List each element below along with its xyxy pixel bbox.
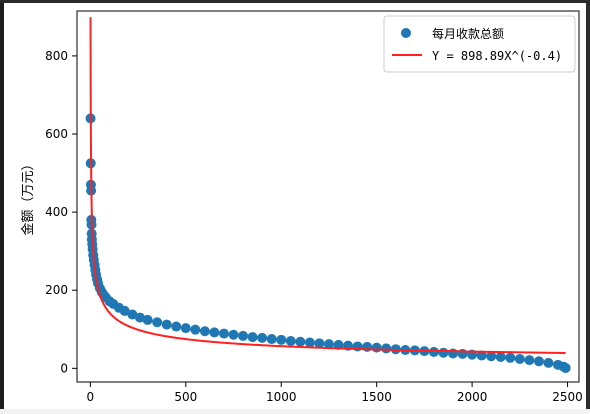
x-tick-label: 2500: [552, 390, 583, 404]
scatter-point: [476, 350, 487, 361]
y-tick-label: 800: [45, 49, 68, 63]
scatter-point: [486, 351, 497, 362]
scatter-point: [199, 326, 210, 337]
scatter-point: [257, 332, 268, 343]
legend-box: [383, 15, 576, 73]
legend-label-fit: Y = 898.89X^(-0.4): [432, 49, 562, 63]
scatter-point: [371, 342, 382, 353]
scatter-point: [381, 343, 392, 354]
scatter-point: [448, 348, 459, 359]
scatter-point: [323, 339, 334, 350]
scatter-point: [560, 362, 571, 373]
scatter-point: [218, 328, 229, 339]
scatter-point: [362, 341, 373, 352]
frame-edge-right: [586, 0, 590, 414]
y-tick-label: 200: [45, 283, 68, 297]
scatter-point: [152, 317, 163, 328]
y-tick-label: 0: [60, 361, 68, 375]
frame-edge-left: [0, 0, 4, 414]
frame-edge-bottom: [0, 409, 590, 414]
scatter-point: [304, 337, 315, 348]
scatter-point: [495, 352, 506, 363]
scatter-point: [190, 324, 201, 335]
scatter-point: [533, 356, 544, 367]
scatter-point: [180, 323, 191, 334]
scatter-point: [524, 355, 535, 366]
scatter-point: [161, 319, 172, 330]
scatter-point: [266, 334, 277, 345]
scatter-point: [276, 334, 287, 345]
x-tick-label: 0: [87, 390, 95, 404]
scatter-point: [119, 305, 130, 316]
scatter-point: [428, 346, 439, 357]
scatter-point: [134, 312, 145, 323]
legend-marker-scatter: [401, 28, 411, 38]
scatter-point: [228, 329, 239, 340]
scatter-point: [209, 327, 220, 338]
x-tick-label: 1500: [361, 390, 392, 404]
frame-edge-top: [0, 0, 590, 3]
scatter-point: [514, 353, 525, 364]
scatter-point: [142, 314, 153, 325]
x-tick-label: 500: [174, 390, 197, 404]
scatter-point: [127, 309, 138, 320]
x-tick-label: 2000: [457, 390, 488, 404]
y-axis-label: 金额（万元）: [20, 157, 36, 235]
scatter-point: [238, 330, 249, 341]
fit-curve-line: [89, 17, 566, 354]
x-tick-label: 1000: [266, 390, 297, 404]
axes-frame: [76, 10, 580, 383]
scatter-point: [438, 347, 449, 358]
scatter-point: [505, 352, 516, 363]
scatter-point: [171, 321, 182, 332]
y-tick-label: 600: [45, 127, 68, 141]
legend-label-scatter: 每月收款总额: [432, 26, 504, 41]
scatter-point: [295, 336, 306, 347]
scatter-point: [285, 335, 296, 346]
scatter-point: [314, 338, 325, 349]
scatter-point: [247, 332, 258, 343]
scatter-point: [543, 357, 554, 368]
y-tick-label: 400: [45, 205, 68, 219]
